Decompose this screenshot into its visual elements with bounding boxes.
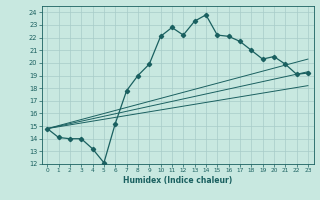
X-axis label: Humidex (Indice chaleur): Humidex (Indice chaleur) [123,176,232,185]
